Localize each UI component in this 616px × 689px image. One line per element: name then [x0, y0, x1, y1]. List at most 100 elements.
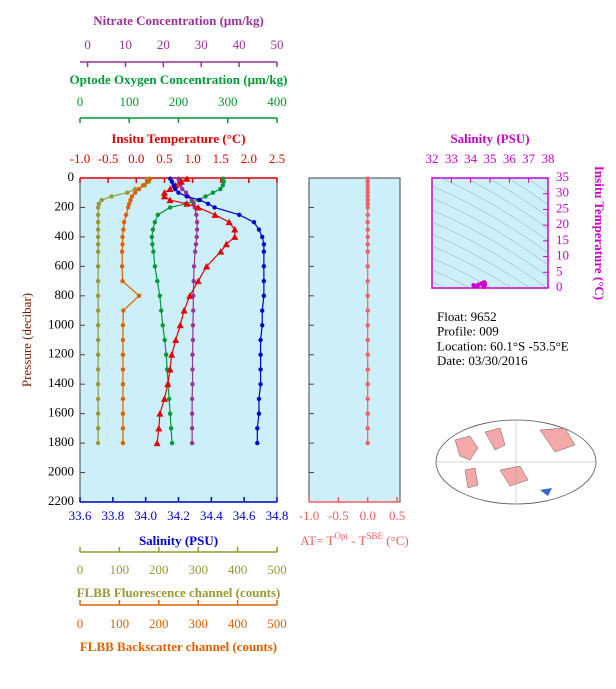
data-point	[261, 264, 267, 269]
data-point	[95, 381, 101, 387]
axis-label: Nitrate Concentration (μm/kg)	[93, 13, 264, 28]
data-point	[180, 307, 188, 314]
density-contour	[432, 233, 531, 288]
axis-label-part: AT= T	[300, 533, 334, 548]
data-point	[251, 219, 257, 225]
data-point	[147, 176, 153, 181]
data-point	[212, 205, 217, 210]
axis-label: Salinity (PSU)	[450, 131, 529, 146]
data-point	[95, 411, 101, 416]
x-tick-label: 0.0	[128, 151, 144, 166]
data-point	[95, 242, 101, 247]
info-line: Float: 9652	[437, 309, 497, 324]
y-axis-label: Insitu Temperature (°C)	[592, 166, 607, 300]
data-point	[129, 194, 135, 199]
axis-label-part: (°C)	[383, 533, 409, 548]
data-point	[217, 248, 225, 255]
data-point	[191, 201, 196, 206]
data-point	[132, 190, 138, 195]
data-point	[365, 219, 370, 225]
data-point	[258, 381, 263, 387]
y-tick-label: 30	[556, 185, 569, 200]
data-point	[150, 227, 156, 232]
data-point	[365, 227, 370, 232]
data-point	[203, 194, 208, 199]
x-tick-label: 50	[271, 37, 284, 52]
data-point	[95, 440, 101, 446]
data-point	[261, 278, 267, 284]
data-point	[186, 292, 194, 299]
density-contour	[487, 178, 548, 218]
data-point	[95, 308, 101, 313]
data-point	[120, 242, 125, 247]
data-point	[172, 336, 180, 343]
data-point	[120, 234, 125, 240]
data-point	[190, 323, 196, 328]
data-point	[255, 426, 260, 431]
data-point	[95, 219, 101, 225]
data-point	[95, 249, 101, 254]
data-point	[191, 278, 196, 284]
data-point	[189, 426, 195, 431]
x-tick-label: 20	[157, 37, 170, 52]
data-point	[365, 201, 370, 206]
data-point	[119, 249, 125, 254]
data-point	[128, 197, 133, 203]
data-point	[120, 352, 126, 357]
data-point	[218, 186, 223, 192]
y-axis-label: Pressure (decibar)	[19, 293, 34, 387]
x-tick-label: 34.2	[167, 508, 190, 523]
data-point	[194, 219, 200, 225]
data-point	[256, 411, 262, 416]
data-point	[169, 440, 175, 446]
y-tick-label: 10	[556, 248, 569, 263]
data-point	[125, 190, 130, 195]
y-tick-label: 0	[556, 279, 563, 294]
info-line: Location: 60.1°S -53.5°E	[437, 338, 569, 353]
data-point	[132, 186, 138, 192]
data-point	[153, 439, 161, 447]
plot-area	[431, 177, 549, 289]
data-point	[140, 183, 146, 188]
data-point	[151, 249, 156, 254]
data-point	[123, 212, 129, 218]
y-tick-label: 0	[68, 169, 75, 184]
density-contour	[432, 209, 548, 278]
data-point	[210, 190, 216, 195]
data-point	[260, 234, 265, 240]
data-point	[365, 179, 370, 184]
data-point	[95, 396, 101, 402]
data-point	[95, 234, 101, 240]
density-contour	[432, 221, 548, 288]
x-tick-label: 200	[169, 94, 189, 109]
info-line: Date: 03/30/2016	[437, 353, 528, 368]
data-point	[109, 194, 114, 199]
data-point	[365, 197, 370, 203]
data-point	[192, 249, 198, 254]
profile-line	[121, 178, 151, 444]
data-point	[167, 411, 173, 416]
axis-label: FLBB Backscatter channel (counts)	[80, 639, 277, 654]
density-contours	[432, 178, 548, 288]
data-point	[95, 227, 101, 232]
x-tick-label: 0.0	[360, 508, 376, 523]
x-tick-label: 34.4	[200, 508, 223, 523]
data-point	[225, 218, 233, 226]
data-point	[365, 367, 370, 372]
data-point	[190, 337, 196, 343]
data-point	[365, 411, 370, 416]
x-tick-label: 0	[77, 562, 84, 577]
data-point	[260, 323, 265, 328]
data-point	[95, 367, 101, 372]
y-tick-label: 600	[55, 257, 75, 272]
data-point	[166, 185, 174, 193]
profile-line	[169, 178, 265, 444]
y-tick-label: 5	[556, 263, 563, 278]
data-point	[120, 323, 126, 328]
data-point	[155, 424, 163, 432]
density-contour	[432, 257, 493, 288]
axis-label-part: SBE	[366, 531, 383, 541]
data-point	[121, 227, 126, 232]
data-point	[365, 396, 370, 402]
